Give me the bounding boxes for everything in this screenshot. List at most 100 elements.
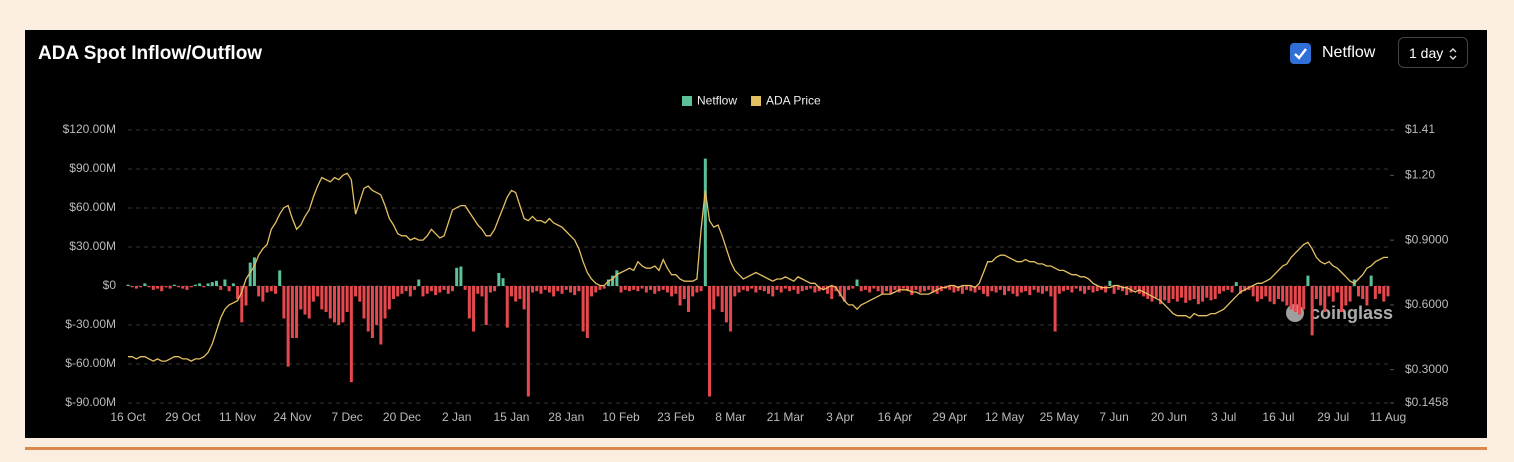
netflow-bar (1226, 286, 1230, 290)
netflow-bar (295, 286, 299, 338)
netflow-bar (965, 286, 969, 290)
netflow-bar (252, 257, 256, 286)
netflow-bar (956, 286, 960, 292)
netflow-bar (1095, 286, 1099, 292)
netflow-bar (476, 286, 480, 294)
netflow-bar (408, 286, 412, 297)
netflow-bar (1281, 286, 1285, 302)
netflow-bar (1276, 286, 1280, 299)
netflow-bar (682, 286, 686, 299)
netflow-bar (619, 286, 623, 293)
interval-value: 1 day (1409, 45, 1444, 61)
y2-tick-label: $0.6000 (1405, 297, 1449, 311)
netflow-bar (189, 286, 193, 288)
y2-tick-label: $0.9000 (1405, 232, 1449, 246)
netflow-bar (788, 286, 792, 292)
netflow-bar (1083, 286, 1087, 294)
netflow-bar (328, 286, 332, 319)
netflow-bar (484, 286, 488, 325)
netflow-bar (362, 286, 366, 319)
netflow-bar (1150, 286, 1154, 302)
checkbox-label[interactable]: Netflow (1322, 44, 1376, 61)
netflow-bar (847, 286, 851, 290)
netflow-bar (172, 284, 176, 286)
netflow-bar (977, 286, 981, 290)
netflow-bar (429, 286, 433, 292)
x-tick-label: 3 Jul (1211, 410, 1236, 424)
netflow-bar (745, 286, 749, 292)
netflow-bar (358, 286, 362, 302)
netflow-bar (1298, 286, 1302, 315)
netflow-bar (509, 286, 513, 297)
netflow-checkbox[interactable] (1290, 43, 1311, 64)
netflow-bar (674, 286, 678, 294)
x-tick-label: 20 Dec (383, 410, 421, 424)
netflow-bar (396, 286, 400, 297)
netflow-bar (1230, 286, 1234, 293)
netflow-bar (678, 286, 682, 306)
netflow-bar (1133, 286, 1137, 290)
netflow-bar (809, 286, 813, 289)
netflow-bar (1112, 286, 1116, 294)
netflow-bar (493, 286, 497, 292)
netflow-bar (143, 283, 147, 286)
netflow-bar (501, 278, 505, 286)
netflow-bar (404, 286, 408, 292)
y-tick-label: $-90.00M (65, 395, 116, 409)
netflow-bar (914, 286, 918, 290)
netflow-bar (906, 286, 910, 292)
netflow-bar (1357, 286, 1361, 297)
netflow-bar (800, 286, 804, 292)
netflow-bar (960, 286, 964, 294)
netflow-bar (1289, 286, 1293, 310)
netflow-bar (1167, 286, 1171, 303)
netflow-bar (986, 286, 990, 297)
x-tick-label: 23 Feb (657, 410, 695, 424)
netflow-bar (750, 286, 754, 289)
netflow-bar (349, 286, 353, 383)
netflow-bar (130, 286, 134, 288)
netflow-bar (910, 286, 914, 296)
watermark-text: coinglass (1310, 303, 1393, 323)
netflow-bar (1003, 286, 1007, 296)
netflow-bar (1348, 286, 1352, 302)
netflow-bar (147, 286, 151, 288)
netflow-bar (939, 286, 943, 292)
x-tick-label: 20 Jun (1151, 410, 1187, 424)
interval-select[interactable]: 1 day (1398, 37, 1468, 68)
x-tick-label: 21 Mar (767, 410, 804, 424)
netflow-bar (1062, 286, 1066, 292)
netflow-bar (855, 279, 859, 286)
netflow-bar (931, 286, 935, 293)
netflow-bar (783, 286, 787, 289)
y-tick-label: $-30.00M (65, 317, 116, 331)
netflow-bar (1154, 286, 1158, 298)
netflow-bar (598, 286, 602, 290)
netflow-bar (1243, 286, 1247, 292)
netflow-bar (813, 286, 817, 293)
netflow-bar (434, 286, 438, 296)
netflow-bar (737, 286, 741, 293)
netflow-bar (459, 266, 463, 286)
netflow-bar (640, 286, 644, 289)
netflow-bar (497, 273, 501, 286)
netflow-bar (708, 286, 712, 397)
netflow-bar (286, 286, 290, 367)
netflow-bar (792, 286, 796, 290)
netflow-bar (724, 286, 728, 323)
netflow-bar (1036, 286, 1040, 293)
x-tick-label: 7 Jun (1099, 410, 1128, 424)
netflow-bar (838, 286, 842, 297)
netflow-bar (644, 286, 648, 293)
netflow-bar (1369, 275, 1373, 286)
netflow-bar (303, 286, 307, 315)
netflow-bar (564, 286, 568, 290)
netflow-bar (514, 286, 518, 302)
netflow-bar (1015, 286, 1019, 297)
x-tick-label: 29 Apr (932, 410, 967, 424)
netflow-bar (1192, 286, 1196, 299)
x-tick-label: 8 Mar (715, 410, 746, 424)
x-tick-label: 7 Dec (331, 410, 362, 424)
netflow-bar (273, 286, 277, 294)
